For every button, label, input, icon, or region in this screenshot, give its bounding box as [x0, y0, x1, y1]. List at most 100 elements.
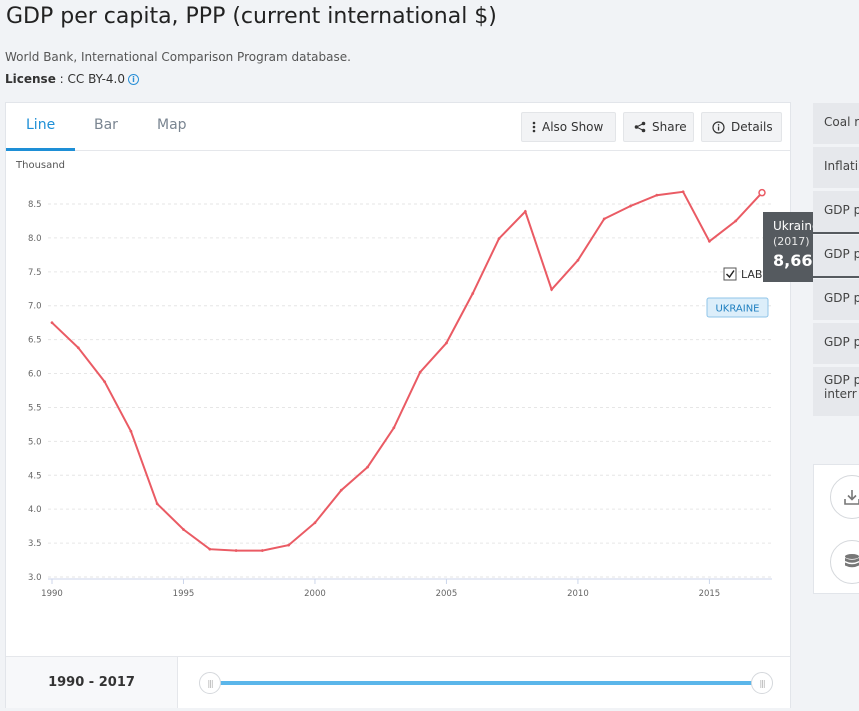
related-indicator-item[interactable]: GDP p interr — [813, 366, 859, 416]
license-label: License — [5, 72, 56, 86]
x-tick-label: 2015 — [699, 589, 721, 599]
data-point[interactable] — [76, 346, 80, 350]
data-point[interactable] — [103, 380, 107, 384]
checkmark-icon — [725, 270, 735, 279]
tooltip-country: Ukraine — [773, 219, 820, 233]
page-title: GDP per capita, PPP (current internation… — [6, 4, 497, 29]
range-slider-track[interactable] — [212, 681, 764, 685]
data-point[interactable] — [366, 465, 370, 469]
badge-background — [706, 297, 769, 318]
details-button[interactable]: Details — [701, 112, 782, 142]
series-points — [50, 188, 766, 553]
range-slider-start-handle[interactable]: ||| — [199, 672, 221, 694]
share-label: Share — [652, 120, 687, 134]
y-axis-labels: 3.0 3.5 4.0 4.5 5.0 5.5 6.0 6.5 7.0 7.5 8.0 8.5 — [28, 200, 42, 583]
data-point[interactable] — [471, 292, 475, 295]
data-point[interactable] — [287, 543, 291, 547]
related-indicator-item[interactable]: GDP p — [813, 190, 859, 232]
tab-bar: Line Bar Map Also Show Share Details — [6, 103, 790, 151]
y-tick-label: 8.5 — [28, 200, 42, 210]
data-point[interactable] — [50, 321, 54, 325]
range-slider-end-handle[interactable]: ||| — [751, 672, 773, 694]
y-tick-label: 3.0 — [28, 573, 42, 583]
database-icon — [845, 554, 859, 568]
range-footer: 1990 - 2017 ||| ||| — [6, 656, 790, 708]
y-tick-label: 4.5 — [28, 471, 42, 481]
tooltip-year: (2017) — [773, 235, 810, 248]
related-indicator-item[interactable]: GDP p — [813, 234, 859, 276]
line-chart: Thousand 3.0 3.5 4.0 4.5 5.0 5.5 6.0 6.5 7.0 7.5 8… — [15, 160, 776, 599]
x-tick-label: 2010 — [567, 589, 589, 599]
data-point[interactable] — [655, 193, 659, 197]
data-point[interactable] — [576, 258, 580, 262]
tab-bar-chart[interactable]: Bar — [94, 117, 118, 133]
x-tick-label: 1995 — [173, 589, 195, 599]
database-button[interactable] — [830, 540, 859, 584]
data-point[interactable] — [313, 521, 317, 525]
y-tick-label: 5.0 — [28, 437, 42, 447]
data-point[interactable] — [418, 370, 422, 374]
tab-line[interactable]: Line — [26, 117, 56, 133]
related-indicator-item[interactable]: GDP p — [813, 322, 859, 364]
y-tick-label: 5.5 — [28, 403, 42, 413]
grid-lines — [48, 203, 772, 578]
label-checkbox[interactable] — [723, 267, 737, 281]
data-point[interactable] — [444, 341, 448, 345]
active-tab-indicator — [6, 148, 75, 151]
x-tick-label: 1990 — [41, 589, 63, 599]
data-point[interactable] — [497, 237, 501, 241]
data-point[interactable] — [629, 204, 632, 208]
share-button[interactable]: Share — [623, 112, 694, 142]
side-tools-panel — [813, 464, 859, 594]
y-tick-label: 7.0 — [28, 302, 42, 312]
data-point[interactable] — [550, 288, 554, 291]
related-indicator-item[interactable]: Coal r — [813, 102, 859, 144]
x-axis-labels: 1990 1995 2000 2005 2010 2015 — [41, 589, 720, 599]
data-point[interactable] — [734, 219, 738, 223]
info-icon[interactable]: i — [127, 74, 139, 85]
chart-panel: Line Bar Map Also Show Share Details Tho… — [5, 102, 791, 708]
x-axis-ticks — [51, 579, 710, 584]
also-show-label: Also Show — [542, 120, 604, 134]
source-text: World Bank, International Comparison Pro… — [5, 50, 351, 64]
y-tick-label: 7.5 — [28, 268, 42, 278]
x-tick-label: 2000 — [304, 589, 326, 599]
data-point[interactable] — [523, 210, 527, 213]
data-point[interactable] — [707, 239, 711, 243]
data-point[interactable] — [129, 429, 133, 433]
data-point[interactable] — [602, 217, 606, 221]
x-tick-label: 2005 — [436, 589, 458, 599]
license-value: : CC BY-4.0 — [55, 72, 125, 86]
y-tick-label: 4.0 — [28, 505, 42, 515]
also-show-button[interactable]: Also Show — [521, 112, 616, 142]
data-point[interactable] — [392, 426, 396, 430]
series-label-text: UKRAINE — [715, 304, 759, 315]
data-point[interactable] — [155, 502, 159, 506]
data-point[interactable] — [260, 549, 264, 553]
data-point[interactable] — [182, 528, 185, 531]
y-tick-label: 8.0 — [28, 234, 42, 244]
y-tick-label: 6.0 — [28, 370, 42, 380]
related-indicator-item[interactable]: GDP p — [813, 278, 859, 320]
data-point[interactable] — [339, 488, 343, 492]
y-tick-label: 6.5 — [28, 336, 42, 346]
download-button[interactable] — [830, 475, 859, 519]
grip-icon: ||| — [759, 678, 765, 688]
share-icon — [634, 121, 646, 133]
data-point[interactable] — [234, 549, 238, 553]
series-line-ukraine — [51, 190, 763, 552]
data-point[interactable] — [681, 190, 685, 194]
more-vertical-icon — [532, 121, 536, 133]
series-label-badge: UKRAINE — [706, 297, 769, 318]
tab-map[interactable]: Map — [157, 117, 187, 133]
download-icon — [844, 490, 859, 505]
license-line: License : CC BY-4.0 i — [5, 72, 139, 86]
data-point[interactable] — [208, 547, 212, 551]
data-point[interactable] — [758, 188, 766, 197]
grip-icon: ||| — [207, 678, 213, 688]
related-indicator-item[interactable]: Inflati — [813, 146, 859, 188]
unit-label: Thousand — [15, 160, 65, 171]
details-label: Details — [731, 120, 773, 134]
info-circle-icon — [712, 120, 725, 134]
range-label: 1990 - 2017 — [6, 657, 178, 708]
